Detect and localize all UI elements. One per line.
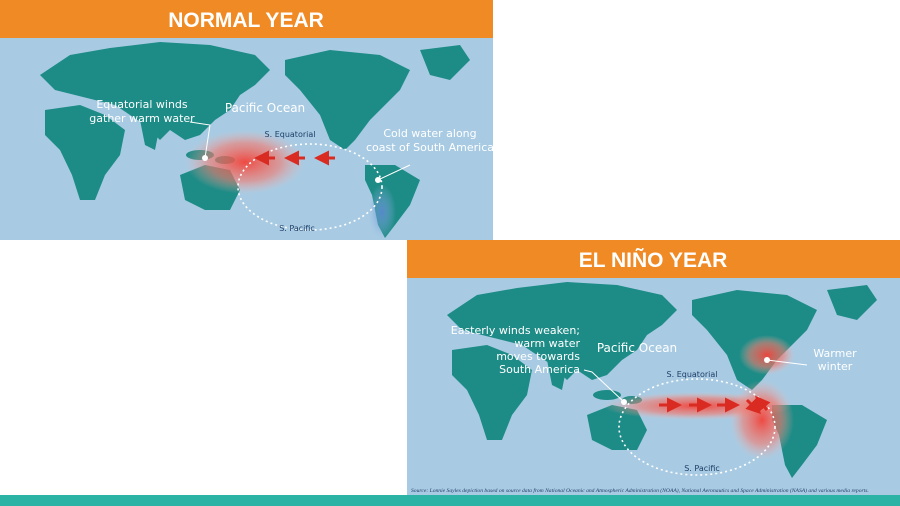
current-label: S. Equatorial: [265, 130, 316, 139]
cold-water: [368, 184, 396, 240]
current-label: S. Pacific: [684, 464, 720, 473]
pointer: [189, 121, 211, 159]
pointer-dot: [621, 399, 627, 405]
warm-land: [739, 335, 795, 375]
callout-line: South America: [499, 363, 580, 376]
el-nino-panel: EL NIÑO YEAR Pacific Ocean Easterly wind…: [407, 240, 900, 495]
pointer-dot: [202, 155, 208, 161]
callout-line: Equatorial winds: [96, 98, 188, 111]
current-loop: [618, 378, 776, 476]
pointer: [377, 164, 411, 181]
pointer: [583, 369, 625, 403]
pointer-dot: [375, 177, 381, 183]
header: [407, 240, 900, 278]
panel-title: NORMAL YEAR: [168, 9, 324, 32]
normal-panel: NORMAL YEAR Pacific Ocean Equatorial win…: [0, 0, 494, 240]
callout-line: Easterly winds weaken;: [451, 324, 580, 337]
ocean-label: Pacific Ocean: [597, 341, 677, 355]
callout-line: Warmer: [813, 347, 857, 360]
ocean-label: Pacific Ocean: [225, 101, 305, 115]
source-note: Source: Lonnie Sayles depiction based on…: [411, 487, 869, 494]
pointer: [766, 359, 808, 366]
callout-line: moves towards: [496, 350, 580, 363]
current-label: S. Equatorial: [667, 370, 718, 379]
wind-arrows: [659, 395, 771, 415]
callout-line: coast of South America: [366, 141, 494, 154]
pointer-dot: [764, 357, 770, 363]
callout-line: warm water: [514, 337, 580, 350]
callout-line: winter: [818, 360, 853, 373]
current-label: S. Pacific: [279, 224, 315, 233]
warm-water: [730, 380, 794, 460]
footer-strip: [0, 495, 900, 506]
panel-title: EL NIÑO YEAR: [579, 249, 728, 272]
warm-water: [185, 130, 305, 194]
header: [0, 0, 493, 38]
callout-line: Cold water along: [383, 127, 476, 140]
current-loop: [237, 143, 383, 231]
callout-line: gather warm water: [89, 112, 195, 125]
